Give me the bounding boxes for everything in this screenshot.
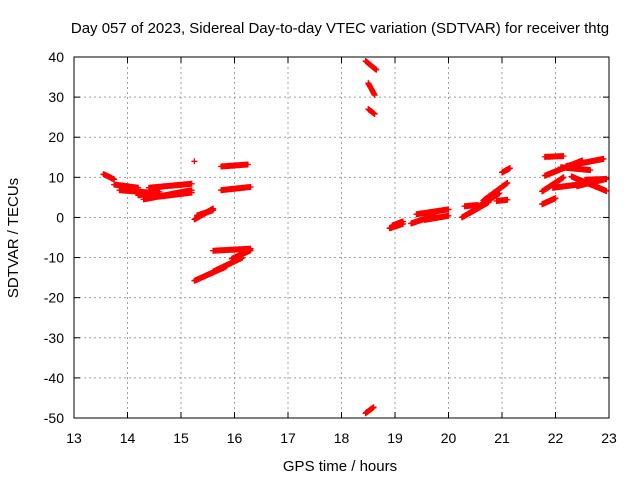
data-point-track — [421, 212, 452, 223]
tick-labels: 13 14 15 16 17 18 19 20 21 22 23 -50 -40 -30 -20 -10 0 10… — [44, 49, 617, 446]
data-point-track — [362, 58, 380, 73]
plot-frame — [73, 56, 610, 419]
data-point-track — [541, 153, 567, 160]
data-point-track — [480, 179, 511, 204]
data-point-track — [493, 196, 511, 204]
y-tick-label: 30 — [48, 89, 64, 105]
x-tick-label: 15 — [173, 430, 189, 446]
chart-title: Day 057 of 2023, Sidereal Day-to-day VTE… — [71, 20, 609, 37]
x-tick-label: 13 — [66, 430, 82, 446]
y-tick-label: 10 — [48, 169, 64, 185]
data-point-track — [194, 207, 217, 219]
data-point-track — [210, 254, 246, 275]
data-point-track — [389, 218, 406, 229]
y-axis-label: SDTVAR / TECUs — [5, 178, 22, 298]
y-tick-label: -40 — [44, 370, 64, 386]
grid-lines — [74, 57, 609, 418]
x-tick-label: 14 — [120, 430, 136, 446]
data-point-track — [362, 404, 377, 417]
x-tick-label: 17 — [280, 430, 296, 446]
data-point-track — [581, 175, 610, 183]
data-points — [100, 58, 610, 417]
x-axis-label: GPS time / hours — [283, 458, 397, 475]
y-tick-label: -30 — [44, 330, 64, 346]
data-point-track — [100, 171, 118, 183]
data-point-track — [539, 195, 559, 208]
data-point-track — [218, 161, 251, 170]
data-point-track — [413, 206, 452, 218]
data-point-track — [563, 155, 607, 170]
y-tick-label: -50 — [44, 410, 64, 426]
data-point-track — [145, 180, 195, 191]
x-tick-label: 16 — [227, 430, 243, 446]
data-point-track — [135, 188, 163, 199]
x-tick-label: 19 — [387, 430, 403, 446]
data-point-track — [365, 80, 378, 99]
x-tick-label: 20 — [441, 430, 457, 446]
data-point-track — [218, 184, 254, 194]
data-point-track — [191, 158, 198, 165]
x-tick-label: 21 — [494, 430, 510, 446]
x-tick-label: 18 — [334, 430, 350, 446]
data-point-track — [228, 247, 254, 262]
data-point-track — [499, 165, 513, 176]
y-tick-label: -20 — [44, 290, 64, 306]
x-tick-label: 23 — [601, 430, 617, 446]
data-point-track — [111, 181, 142, 191]
y-tick-label: 40 — [48, 49, 64, 65]
data-point-track — [156, 189, 195, 200]
y-tick-label: -10 — [44, 250, 64, 266]
y-tick-label: 0 — [56, 209, 64, 225]
x-tick-label: 22 — [548, 430, 564, 446]
y-tick-label: 20 — [48, 129, 64, 145]
data-point-track — [539, 174, 567, 195]
data-point-track — [365, 106, 378, 117]
